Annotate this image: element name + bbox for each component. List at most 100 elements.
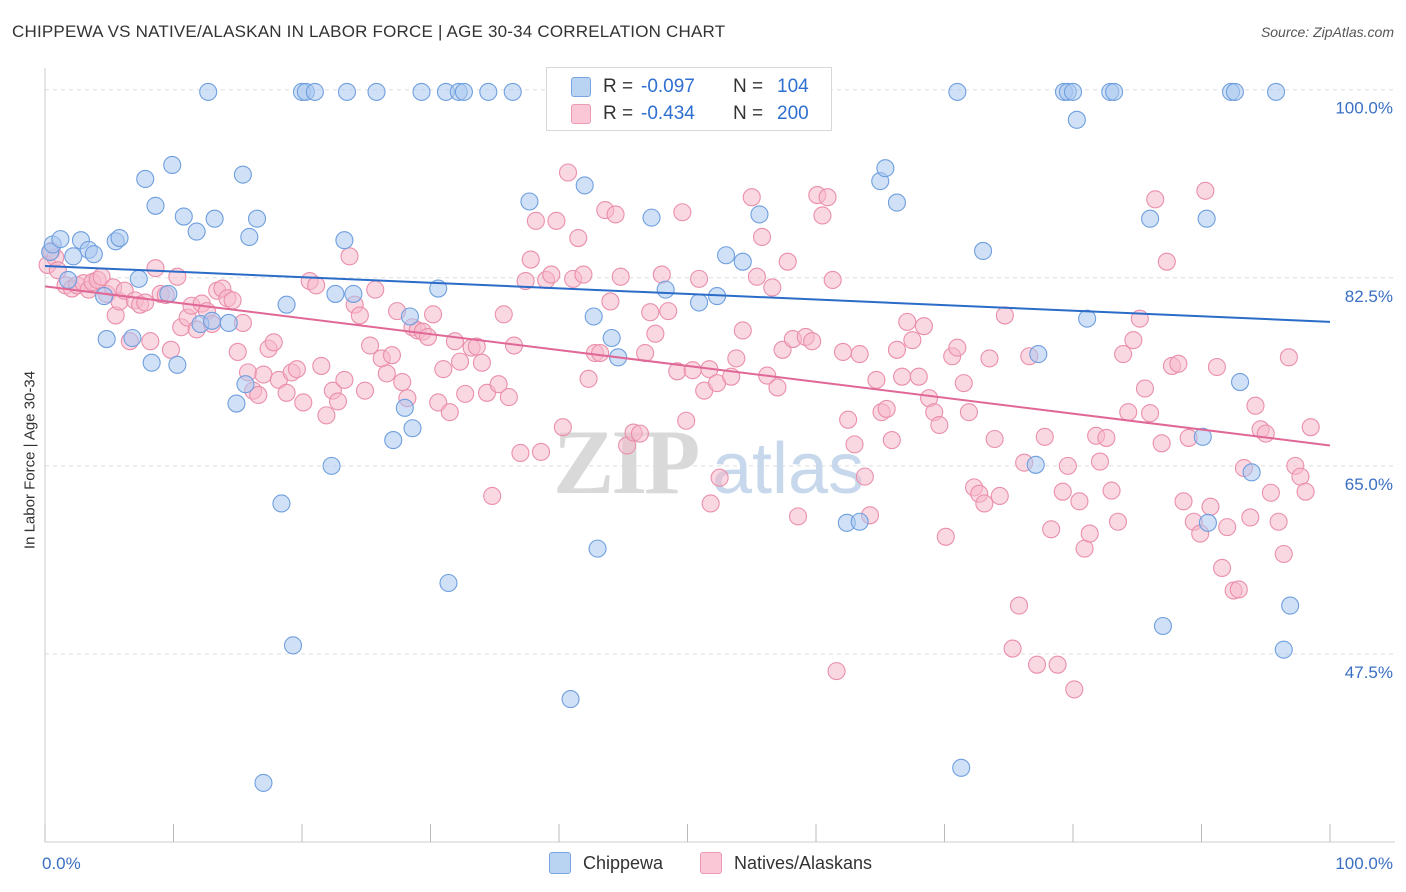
chippewa-point	[503, 82, 522, 101]
natives-point	[547, 211, 566, 230]
chippewa-point	[642, 208, 661, 227]
natives-point	[1035, 427, 1054, 446]
chippewa-point	[129, 269, 148, 288]
chippewa-point	[84, 245, 103, 264]
chippewa-point	[1198, 513, 1217, 532]
natives-point	[839, 410, 858, 429]
natives-point	[591, 343, 610, 363]
chippewa-point	[163, 155, 182, 175]
legend-item-chippewa[interactable]: Chippewa	[549, 852, 663, 874]
natives-point	[328, 392, 348, 411]
chippewa-point	[400, 307, 419, 326]
chippewa-point	[973, 241, 993, 260]
natives-point	[574, 265, 593, 284]
natives-point	[1027, 655, 1047, 674]
natives-point	[228, 342, 247, 362]
chippewa-point	[227, 394, 246, 413]
natives-point	[1124, 331, 1143, 350]
natives-point	[1080, 524, 1099, 543]
chippewa-point	[602, 328, 621, 348]
natives-point	[307, 276, 326, 295]
r-label: R =	[603, 76, 634, 97]
natives-point	[1256, 424, 1275, 443]
natives-trend-line	[44, 285, 1331, 447]
natives-point	[1114, 345, 1133, 364]
chippewa-point	[1231, 373, 1250, 392]
chippewa-point	[850, 512, 869, 531]
n-label: N =	[733, 76, 764, 97]
chippewa-point	[247, 209, 267, 228]
chippewa-point	[1026, 455, 1045, 474]
natives-point	[630, 424, 650, 443]
natives-point	[1291, 467, 1310, 486]
chippewa-point	[174, 207, 193, 226]
chippewa-point	[520, 192, 539, 211]
chippewa-point	[656, 280, 675, 299]
natives-point	[659, 302, 678, 321]
natives-point	[440, 403, 459, 422]
natives-point	[747, 267, 766, 286]
natives-point	[823, 270, 842, 290]
y-tick-label: 47.5%	[1345, 663, 1393, 682]
natives-point	[264, 333, 283, 352]
n-value: 104	[777, 76, 809, 97]
natives-point	[701, 494, 720, 513]
natives-point	[990, 486, 1009, 506]
chippewa-point	[326, 284, 345, 303]
natives-point	[499, 388, 518, 407]
natives-point	[451, 352, 470, 371]
chippewa-point	[1067, 110, 1086, 129]
natives-point	[434, 360, 453, 379]
natives-point	[1279, 348, 1298, 367]
natives-point	[827, 662, 846, 681]
chippewa-point	[1105, 82, 1124, 101]
natives-point	[579, 369, 598, 388]
chippewa-point	[403, 419, 422, 438]
r-value: -0.434	[641, 103, 695, 124]
natives-point	[340, 247, 359, 266]
chippewa-point	[64, 247, 83, 266]
natives-point	[445, 332, 464, 351]
chippewa-point	[254, 773, 273, 792]
natives-point	[788, 507, 808, 526]
natives-point	[995, 306, 1014, 325]
y-tick-label: 65.0%	[1345, 475, 1393, 494]
chippewa-point	[240, 227, 259, 247]
natives-point	[1146, 190, 1165, 209]
natives-point	[141, 332, 160, 351]
natives-point	[355, 381, 375, 400]
natives-point	[287, 360, 306, 379]
natives-point	[1003, 639, 1022, 658]
natives-point	[606, 205, 625, 224]
natives-point	[887, 340, 907, 359]
source-label: Source: ZipAtlas.com	[1260, 24, 1394, 40]
chippewa-point	[439, 573, 458, 593]
natives-point	[489, 375, 508, 394]
natives-point	[1152, 434, 1171, 453]
chippewa-point	[1242, 463, 1261, 482]
chippewa-point	[588, 539, 607, 558]
r-label: R =	[603, 103, 634, 124]
natives-point	[1102, 481, 1121, 500]
chippewa-point	[412, 82, 431, 101]
natives-point	[472, 353, 491, 372]
chippewa-point	[136, 169, 155, 188]
natives-point	[1053, 482, 1072, 501]
chippewa-point	[95, 287, 114, 306]
natives-point	[1058, 456, 1077, 475]
natives-point	[223, 291, 242, 310]
natives-point	[424, 305, 443, 324]
chippewa-point	[454, 82, 473, 101]
natives-point	[985, 429, 1004, 449]
chippewa-point	[219, 313, 238, 332]
natives-swatch	[571, 104, 591, 124]
chippewa-point	[690, 293, 709, 312]
natives-point	[1269, 512, 1288, 531]
legend-item-natives[interactable]: Natives/Alaskans	[700, 852, 872, 874]
natives-point	[1296, 482, 1315, 501]
y-tick-label: 82.5%	[1345, 287, 1393, 306]
chippewa-swatch	[549, 852, 571, 874]
chippewa-point	[1063, 82, 1083, 101]
natives-point	[710, 468, 729, 487]
